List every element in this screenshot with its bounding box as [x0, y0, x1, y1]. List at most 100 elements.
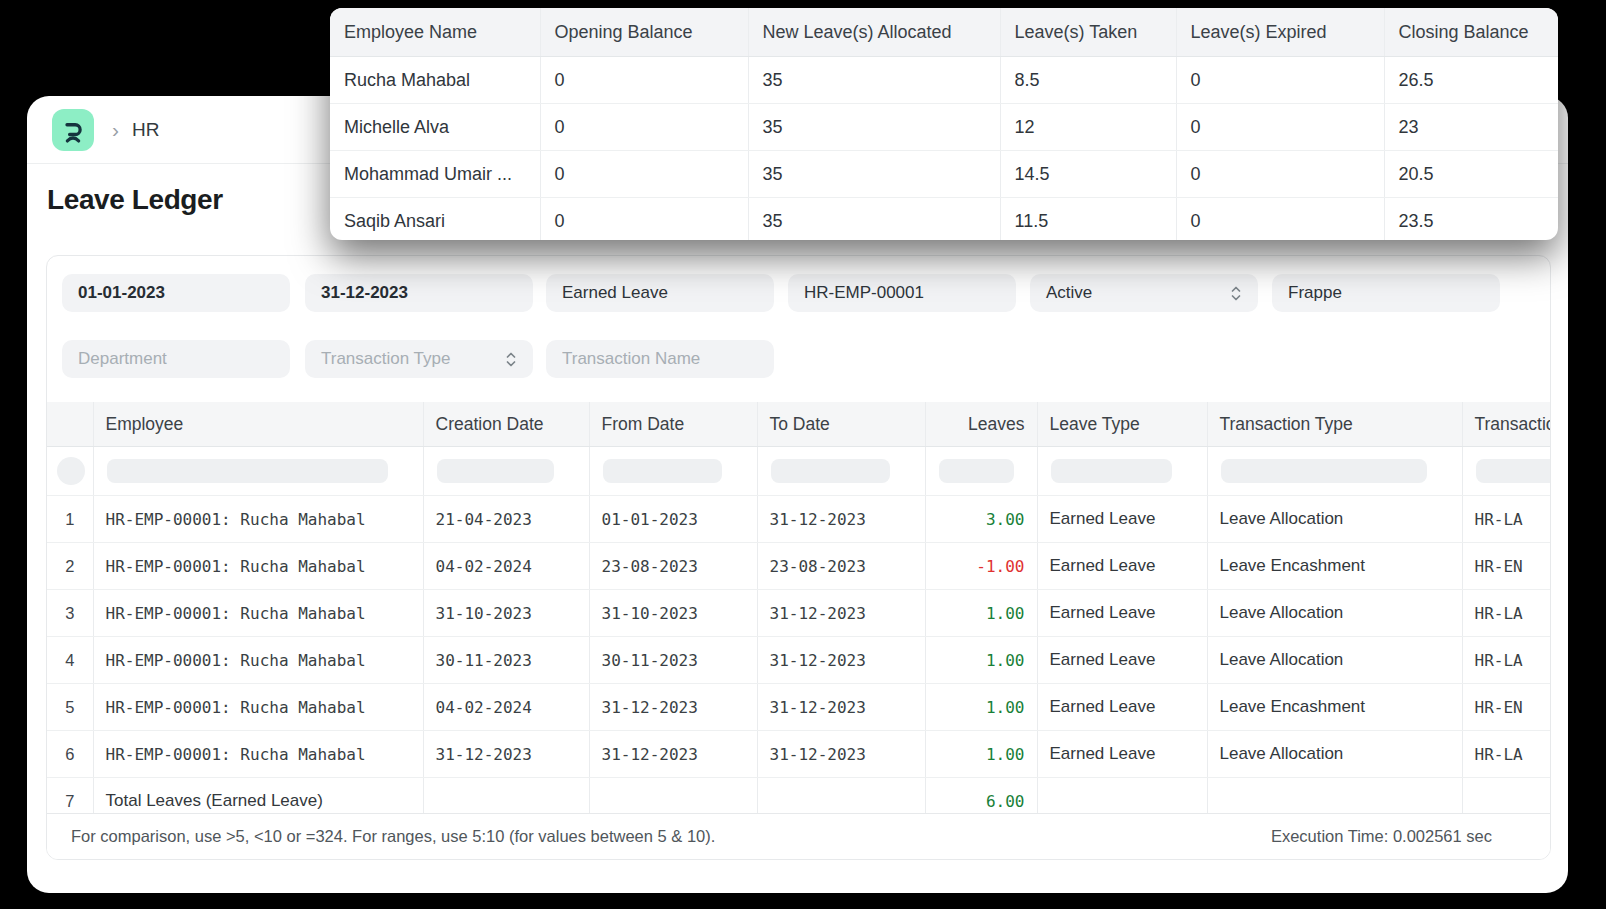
column-filter-leaves[interactable]	[939, 459, 1014, 483]
report-row-number: 1	[47, 496, 93, 543]
row-select-filter[interactable]	[57, 457, 85, 485]
report-cell: HR-LA	[1462, 731, 1550, 778]
report-cell: 3.00	[925, 496, 1037, 543]
report-cell	[589, 778, 757, 815]
summary-cell: 0	[540, 151, 748, 198]
report-cell: Total Leaves (Earned Leave)	[93, 778, 423, 815]
report-row-number: 7	[47, 778, 93, 815]
report-cell: 31-12-2023	[757, 496, 925, 543]
filter-transaction-type-select[interactable]: Transaction Type	[305, 340, 533, 378]
filter-employee-status-select[interactable]: Active	[1030, 274, 1258, 312]
column-filter-transaction-name[interactable]	[1476, 459, 1551, 483]
summary-row: Saqib Ansari03511.5023.5	[330, 198, 1558, 241]
report-cell: 31-12-2023	[423, 731, 589, 778]
column-filter-leave-type[interactable]	[1051, 459, 1172, 483]
report-column-header-to-date[interactable]: To Date	[757, 402, 925, 447]
filter-to-date-input[interactable]	[305, 274, 533, 312]
summary-cell: Michelle Alva	[330, 104, 540, 151]
filter-department-input[interactable]	[62, 340, 290, 378]
filter-transaction-name-input[interactable]	[546, 340, 774, 378]
report-table-wrap: EmployeeCreation DateFrom DateTo DateLea…	[47, 402, 1550, 814]
report-cell: -1.00	[925, 543, 1037, 590]
report-cell: Earned Leave	[1037, 684, 1207, 731]
report-column-header-creation-date[interactable]: Creation Date	[423, 402, 589, 447]
summary-cell: 0	[540, 57, 748, 104]
report-row-number: 5	[47, 684, 93, 731]
summary-cell: 11.5	[1000, 198, 1176, 241]
report-cell	[423, 778, 589, 815]
summary-table: Employee NameOpening BalanceNew Leave(s)…	[330, 8, 1558, 240]
summary-cell: 0	[1176, 151, 1384, 198]
report-cell: 31-12-2023	[757, 637, 925, 684]
summary-cell: 23	[1384, 104, 1558, 151]
filter-from-date-input[interactable]	[62, 274, 290, 312]
report-row: 6HR-EMP-00001: Rucha Mahabal31-12-202331…	[47, 731, 1550, 778]
summary-cell: 35	[748, 198, 1000, 241]
summary-cell: 0	[540, 198, 748, 241]
report-cell: 31-12-2023	[757, 684, 925, 731]
report-cell	[1037, 778, 1207, 815]
report-row-number: 3	[47, 590, 93, 637]
filter-leave-type-input[interactable]	[546, 274, 774, 312]
report-column-header-transaction-type[interactable]: Transaction Type	[1207, 402, 1462, 447]
execution-time: Execution Time: 0.002561 sec	[1271, 827, 1492, 846]
column-filter-to-date[interactable]	[771, 459, 890, 483]
report-cell: HR-EN	[1462, 684, 1550, 731]
report-cell	[757, 778, 925, 815]
report-cell: Leave Allocation	[1207, 637, 1462, 684]
report-cell: Leave Encashment	[1207, 684, 1462, 731]
report-row: 1HR-EMP-00001: Rucha Mahabal21-04-202301…	[47, 496, 1550, 543]
column-filter-from-date[interactable]	[603, 459, 722, 483]
column-filter-employee[interactable]	[107, 459, 388, 483]
filter-employee-input[interactable]	[788, 274, 1016, 312]
report-row: 5HR-EMP-00001: Rucha Mahabal04-02-2024 31…	[47, 684, 1550, 731]
summary-cell: 35	[748, 57, 1000, 104]
summary-cell: 12	[1000, 104, 1176, 151]
report-cell: 31-12-2023	[757, 590, 925, 637]
summary-cell: 35	[748, 104, 1000, 151]
report-cell: 31-12-2023	[589, 731, 757, 778]
report-column-header-leaves[interactable]: Leaves	[925, 402, 1037, 447]
report-column-header-employee[interactable]: Employee	[93, 402, 423, 447]
summary-row: Rucha Mahabal0358.5026.5	[330, 57, 1558, 104]
leave-summary-card: Employee NameOpening BalanceNew Leave(s)…	[330, 8, 1558, 240]
summary-cell: Saqib Ansari	[330, 198, 540, 241]
report-cell: 23-08-2023	[757, 543, 925, 590]
report-column-header-transaction-name[interactable]: Transaction Name	[1462, 402, 1550, 447]
report-column-header-from-date[interactable]: From Date	[589, 402, 757, 447]
report-cell: 21-04-2023	[423, 496, 589, 543]
report-column-header-leave-type[interactable]: Leave Type	[1037, 402, 1207, 447]
report-cell: Leave Allocation	[1207, 590, 1462, 637]
report-cell: HR-LA	[1462, 590, 1550, 637]
summary-column-header-leave-s-taken: Leave(s) Taken	[1000, 8, 1176, 57]
summary-column-header-new-leave-s-allocated: New Leave(s) Allocated	[748, 8, 1000, 57]
report-cell: Leave Allocation	[1207, 496, 1462, 543]
report-cell: HR-EMP-00001: Rucha Mahabal	[93, 684, 423, 731]
frappe-hr-logo-icon[interactable]	[52, 109, 94, 151]
summary-row: Michelle Alva03512023	[330, 104, 1558, 151]
report-cell: 1.00	[925, 637, 1037, 684]
report-row: 7Total Leaves (Earned Leave)6.00	[47, 778, 1550, 815]
summary-cell: 14.5	[1000, 151, 1176, 198]
report-cell: 23-08-2023	[589, 543, 757, 590]
summary-column-header-closing-balance: Closing Balance	[1384, 8, 1558, 57]
report-cell: 04-02-2024	[423, 684, 589, 731]
summary-cell: 26.5	[1384, 57, 1558, 104]
report-row-number: 4	[47, 637, 93, 684]
report-panel: Active Transaction Type	[46, 255, 1551, 860]
filter-company-input[interactable]	[1272, 274, 1500, 312]
report-cell: Earned Leave	[1037, 637, 1207, 684]
summary-cell: Rucha Mahabal	[330, 57, 540, 104]
column-filter-creation-date[interactable]	[437, 459, 554, 483]
report-cell	[1207, 778, 1462, 815]
breadcrumb-hr-link[interactable]: HR	[132, 119, 159, 141]
summary-cell: 0	[540, 104, 748, 151]
filter-hint-text: For comparison, use >5, <10 or =324. For…	[71, 827, 715, 846]
report-row-number: 6	[47, 731, 93, 778]
report-cell: 30-11-2023	[589, 637, 757, 684]
column-filter-transaction-type[interactable]	[1221, 459, 1427, 483]
report-row: 3HR-EMP-00001: Rucha Mahabal31-10-202331…	[47, 590, 1550, 637]
report-row-number: 2	[47, 543, 93, 590]
report-cell: Leave Allocation	[1207, 731, 1462, 778]
report-table: EmployeeCreation DateFrom DateTo DateLea…	[47, 402, 1550, 814]
